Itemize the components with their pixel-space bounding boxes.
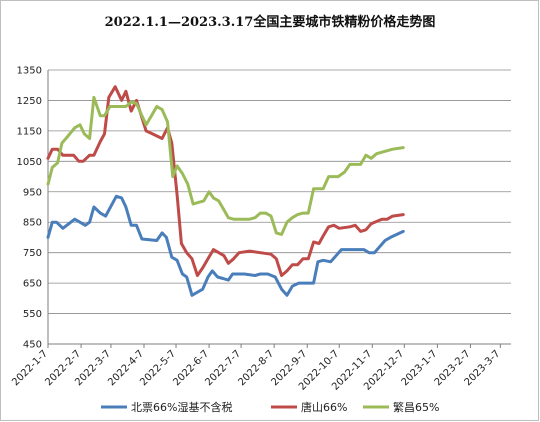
y-tick-label: 1250 [17,96,42,107]
y-tick-label: 1050 [17,157,42,168]
y-tick-label: 950 [23,187,42,198]
legend-label-3: 繁昌65% [393,400,439,414]
y-tick-label: 450 [23,340,42,351]
legend-label-2: 唐山66% [301,400,347,414]
series-line-3 [46,95,405,236]
y-tick-label: 1350 [17,66,42,77]
y-tick-label: 1150 [17,126,42,137]
axes: 45055065075085095010501150125013502022-1… [10,66,511,393]
y-tick-label: 650 [23,279,42,290]
gridlines [48,69,511,345]
legend: 北票66%湿基不含税 唐山66% 繁昌65% [101,400,439,414]
y-tick-label: 850 [23,218,42,229]
legend-label-1: 北票66%湿基不含税 [131,400,232,414]
y-tick-label: 550 [23,309,42,320]
series-line-1 [46,194,405,297]
y-tick-label: 750 [23,248,42,259]
series-line-2 [46,85,405,277]
chart-title: 2022.1.1—2023.3.17全国主要城市铁精粉价格走势图 [104,15,436,30]
series-lines [46,85,405,297]
